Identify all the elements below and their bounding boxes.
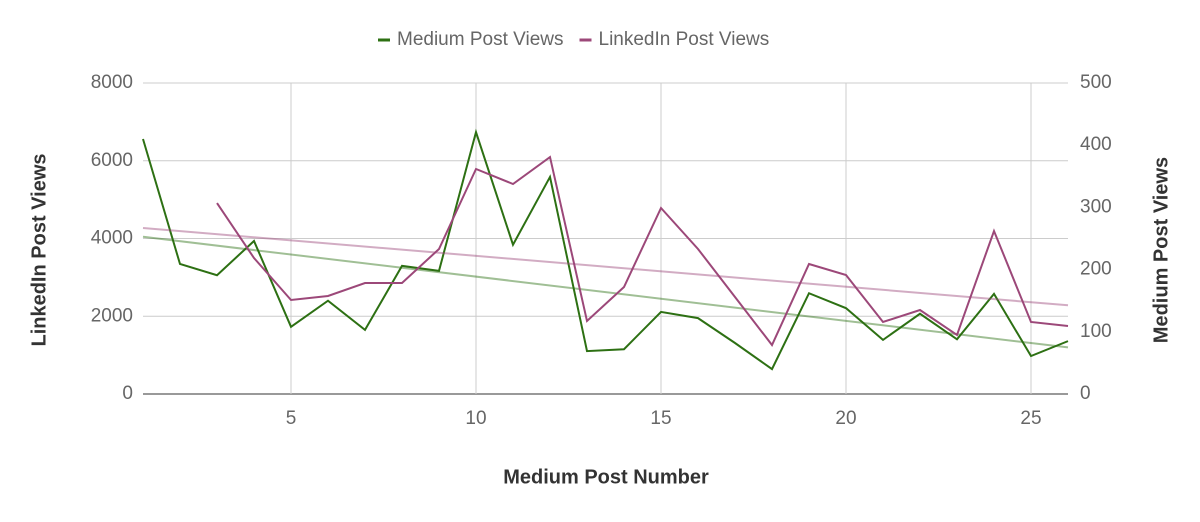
x-tick-label: 15 [650, 408, 671, 429]
y2-tick-label: 0 [1080, 383, 1091, 404]
y2-tick-label: 500 [1080, 72, 1112, 93]
legend-label: Medium Post Views [397, 29, 564, 50]
y-tick-label: 2000 [91, 305, 133, 326]
y-axis-title: LinkedIn Post Views [28, 153, 50, 346]
y2-tick-label: 200 [1080, 259, 1112, 280]
y2-axis-title: Medium Post Views [1150, 157, 1172, 343]
y2-tick-label: 300 [1080, 196, 1112, 217]
x-tick-label: 25 [1020, 408, 1041, 429]
x-tick-label: 10 [465, 408, 486, 429]
legend-label: LinkedIn Post Views [599, 29, 770, 50]
y2-tick-label: 100 [1080, 321, 1112, 342]
y2-tick-label: 400 [1080, 134, 1112, 155]
trendline [142, 227, 1069, 307]
y-tick-label: 6000 [91, 150, 133, 171]
x-axis-title: Medium Post Number [503, 466, 709, 488]
x-tick-label: 5 [286, 408, 297, 429]
x-tick-label: 20 [835, 408, 856, 429]
series-line [142, 128, 1069, 371]
y-tick-label: 0 [122, 383, 133, 404]
y-tick-label: 4000 [91, 228, 133, 249]
y-tick-label: 8000 [91, 72, 133, 93]
trendline [142, 235, 1069, 349]
series-line [216, 155, 1069, 347]
